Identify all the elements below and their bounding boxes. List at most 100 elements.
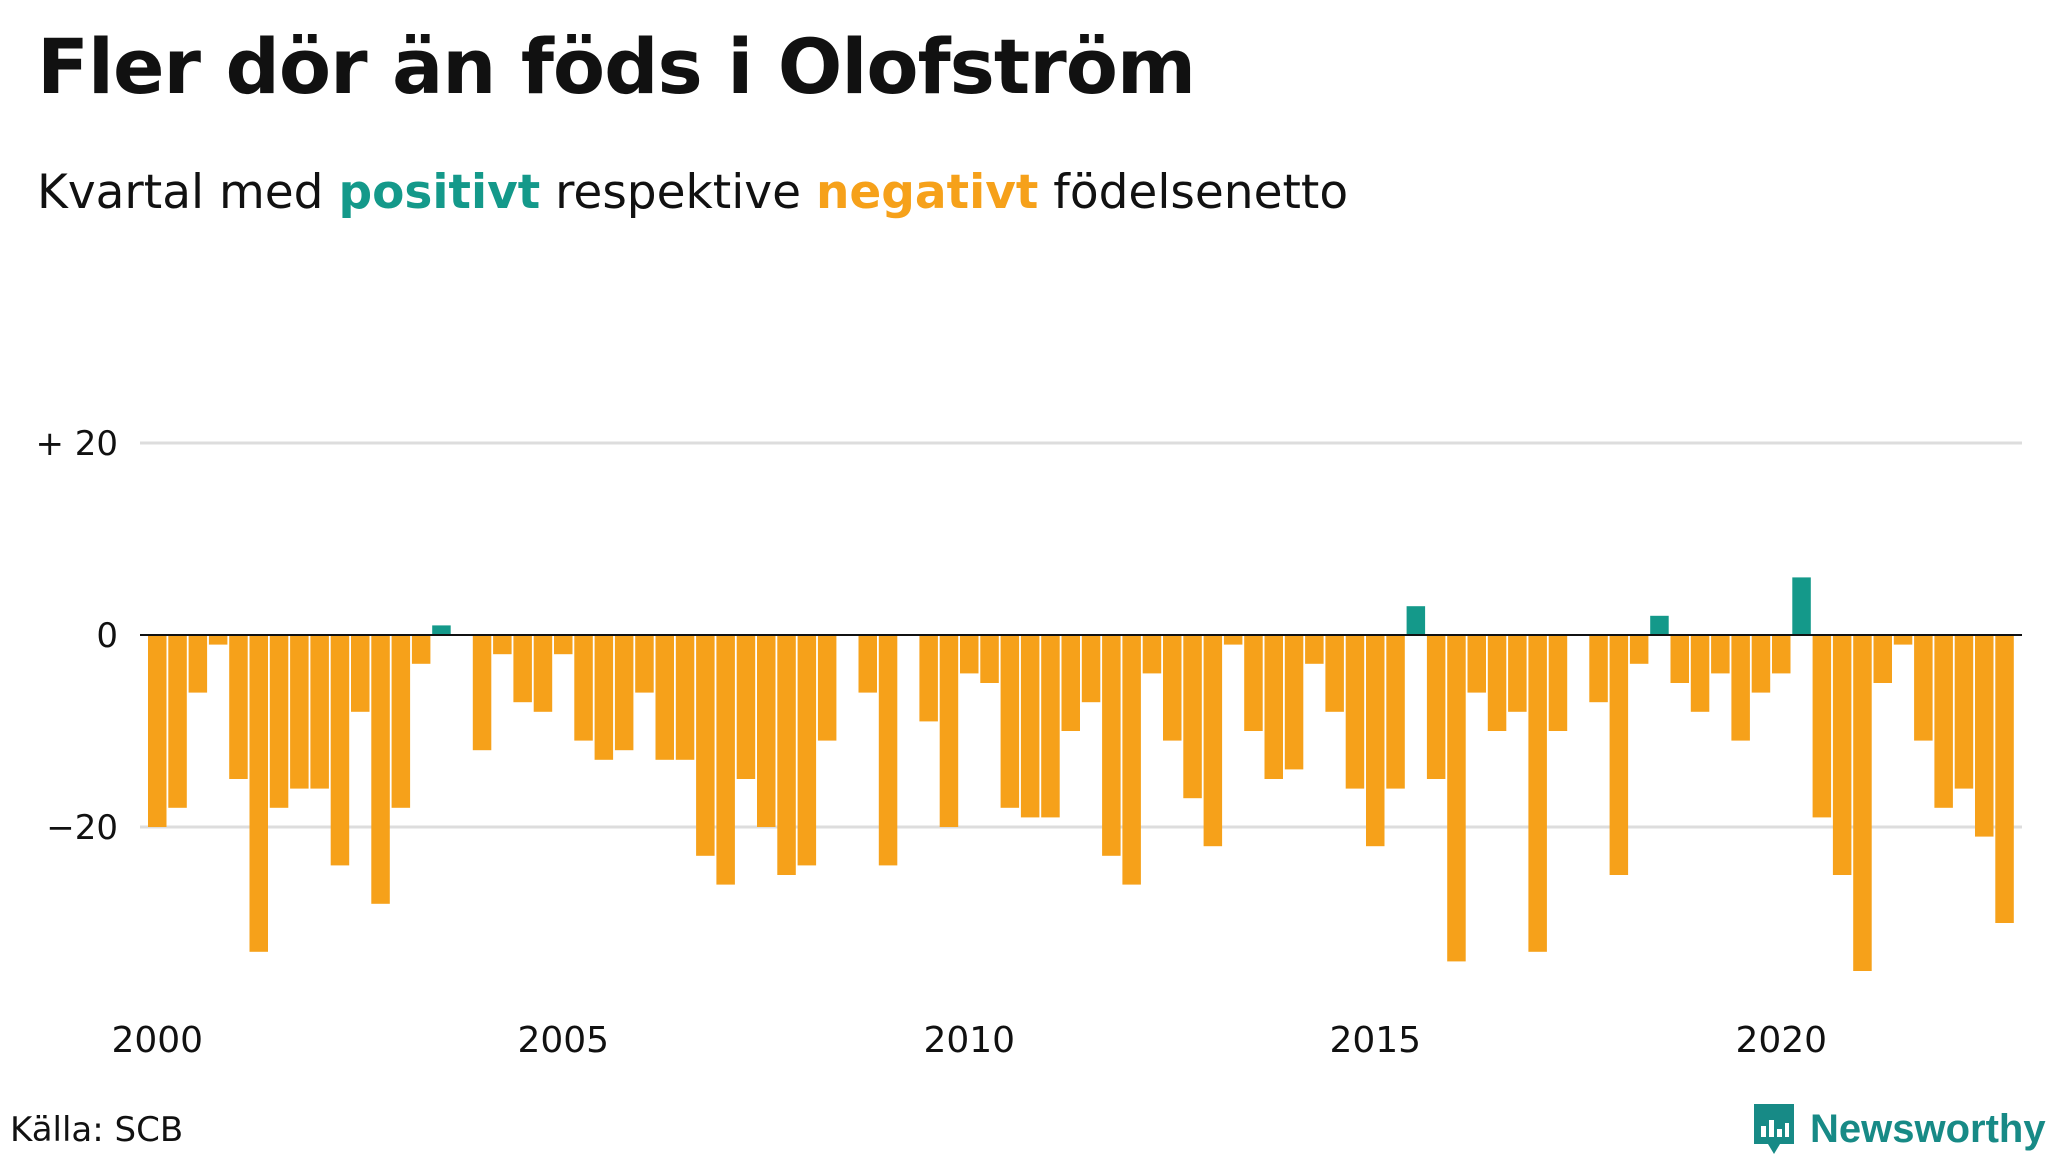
bar [168,635,187,808]
bar [878,635,898,866]
bar [1954,635,1974,789]
bar [1772,635,1791,674]
subtitle-suffix: födelsenetto [1038,165,1349,220]
bar [635,635,654,693]
bar [1914,635,1933,741]
bar [696,635,715,856]
bar [554,635,573,655]
bar [980,635,999,683]
bar [391,635,411,808]
bar [1325,635,1344,712]
bar [1609,635,1629,875]
bar [1426,635,1446,779]
bar [1975,635,1994,837]
bar [1122,635,1141,885]
bar [1223,635,1243,645]
subtitle-middle: respektive [540,165,816,220]
bar [736,635,756,779]
bar [858,635,877,693]
bar [208,635,228,645]
bar [1345,635,1365,789]
bar [1020,635,1040,818]
x-tick-label: 2020 [1735,1020,1827,1061]
bar [1508,635,1527,712]
bar [716,635,735,885]
bar [919,635,938,722]
x-axis-ticks: 2000 2005 2010 2015 2020 [111,1020,1827,1061]
gridlines [140,441,2022,829]
bar [351,635,370,712]
bar-series [148,577,2014,971]
chart-title: Fler dör än föds i Olofström [37,22,1196,111]
bar [797,635,817,866]
brand-name: Newsworthy [1810,1106,2046,1151]
bar [1853,635,1872,971]
bar [533,635,553,712]
subtitle-positive-word: positivt [338,165,541,220]
bar [411,635,431,664]
bar [1690,635,1710,712]
bar [1711,635,1730,674]
bar [1264,635,1283,779]
bar [249,635,268,952]
bar [472,635,492,751]
y-tick-label: −20 [46,808,118,848]
bar [655,635,674,760]
subtitle-prefix: Kvartal med [37,165,339,220]
subtitle-negative-word: negativt [815,165,1039,220]
bar [1487,635,1507,731]
bar [675,635,695,760]
bar [1000,635,1020,808]
bar [1142,635,1162,674]
bar [1670,635,1689,683]
bar [1812,635,1832,818]
bar [1203,635,1223,847]
bar [1934,635,1953,808]
bar [432,625,451,635]
bar [229,635,248,779]
bar [757,635,776,827]
source-label: Källa: SCB [10,1110,184,1150]
bar [1832,635,1852,875]
bar [1183,635,1202,799]
bar [1061,635,1080,731]
bar [1041,635,1060,818]
bar [1873,635,1892,683]
bar [817,635,837,741]
bar [371,635,390,904]
bar [777,635,796,875]
x-tick-label: 2015 [1329,1020,1421,1061]
bar [1629,635,1649,664]
newsworthy-logo-icon [1754,1104,1794,1154]
bar [1386,635,1405,789]
x-tick-label: 2000 [111,1020,203,1061]
y-tick-label: 0 [96,616,118,656]
bar [1163,635,1182,741]
bar [1792,577,1811,635]
bar [1406,606,1426,635]
bar [1528,635,1547,952]
bar [594,635,614,760]
bar [148,635,167,827]
bar [1366,635,1385,847]
bar [513,635,532,703]
bar [1102,635,1121,856]
bar [1650,615,1669,635]
x-tick-label: 2005 [517,1020,609,1061]
bar [1081,635,1101,703]
bar [574,635,593,741]
bar [269,635,289,808]
bar [614,635,634,751]
bar [960,635,979,674]
bar [290,635,309,789]
bar [1589,635,1608,703]
brand-logo[interactable]: Newsworthy [1750,1100,2046,1158]
bar [188,635,208,693]
y-tick-label: + 20 [35,424,118,464]
bar [1467,635,1486,693]
bar [1751,635,1771,693]
bar [939,635,959,827]
bar [1284,635,1304,770]
bar [1305,635,1324,664]
